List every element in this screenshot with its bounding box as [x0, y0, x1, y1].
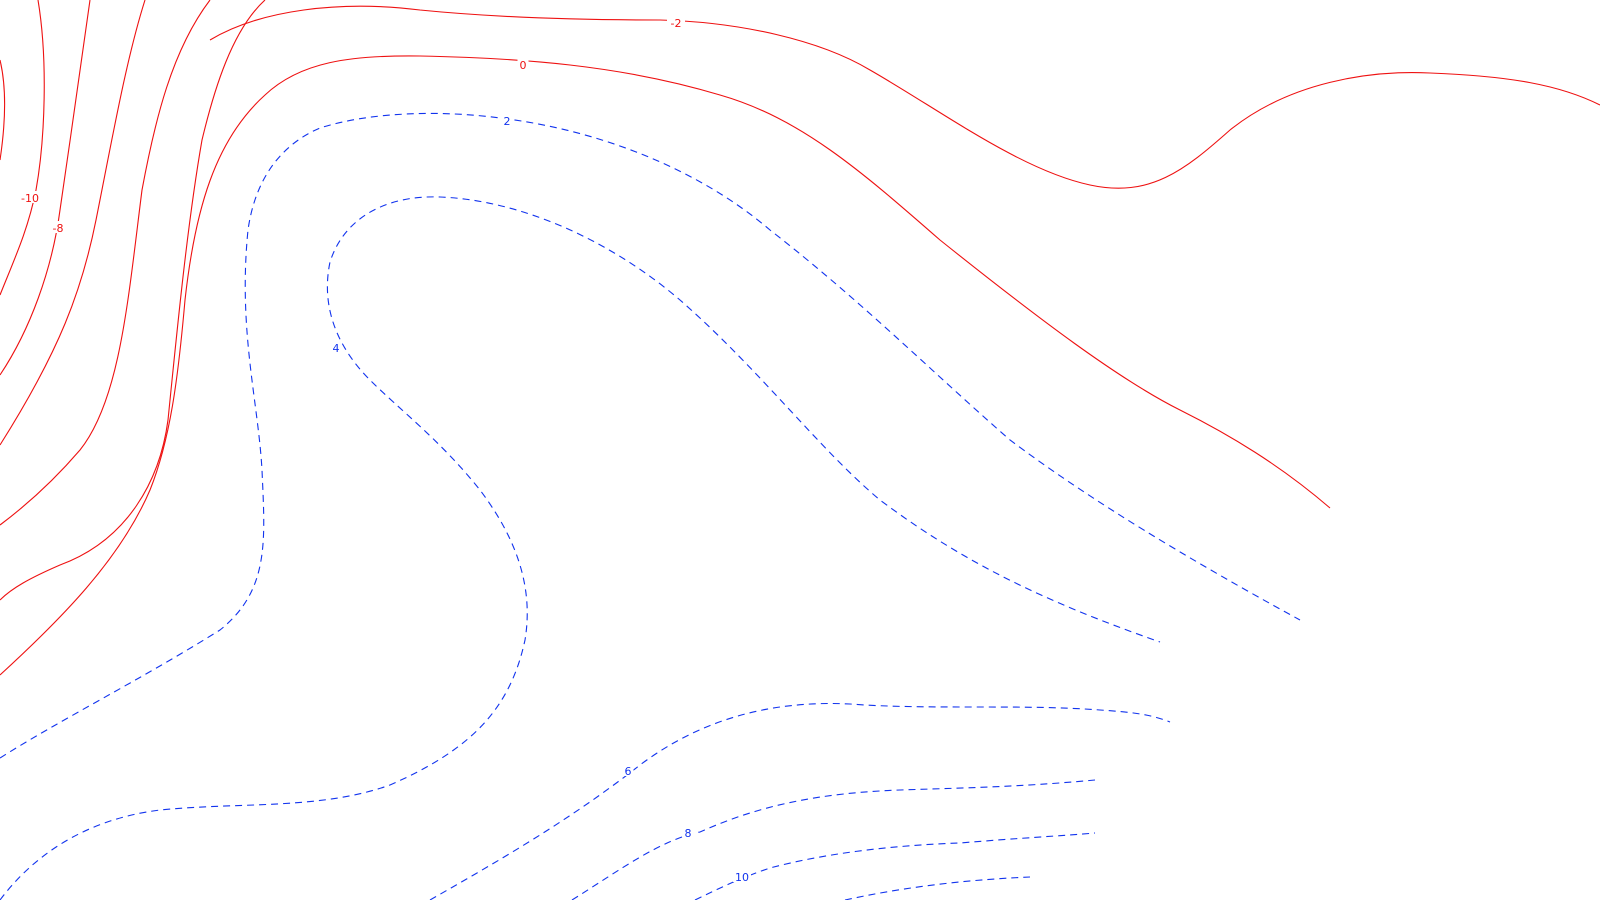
- contour-label-background: [517, 58, 529, 70]
- contour-label-level-6: 6: [625, 765, 632, 778]
- contour-label-level-8: 8: [685, 827, 692, 840]
- contour-label-background: [501, 114, 513, 126]
- contour-label-background: [682, 826, 694, 838]
- contour-line-level-neg6: [0, 0, 211, 526]
- contour-line-level-0: [0, 55, 1331, 676]
- contour-line-level-6: [429, 702, 1171, 900]
- contour-line-level-neg14: [0, 59, 6, 161]
- contour-labels: -10 -8 -2 0 2 4 6 8 10: [17, 16, 751, 884]
- contour-line-level-neg2: [209, 5, 1600, 189]
- contour-line-level-neg4: [0, 0, 266, 601]
- contour-line-level-neg10: [0, 0, 91, 376]
- contour-line-level-4: [0, 196, 1161, 900]
- contour-label-background: [17, 191, 43, 203]
- contour-label-background: [733, 870, 751, 882]
- contour-line-level-10: [694, 832, 1096, 900]
- contour-label-level-neg8: -8: [53, 222, 64, 235]
- contour-label-level-4: 4: [333, 342, 340, 355]
- contour-line-level-8: [571, 779, 1096, 900]
- contour-label-level-neg10: -10: [21, 192, 39, 205]
- contour-line-level-12: [844, 876, 1031, 900]
- contour-line-level-2: [0, 112, 1301, 759]
- contour-label-level-neg2: -2: [671, 17, 682, 30]
- contour-label-level-0: 0: [520, 59, 527, 72]
- contour-label-background: [330, 341, 342, 353]
- contour-label-background: [49, 221, 67, 233]
- contour-label-background: [667, 16, 685, 28]
- contour-line-level-neg8: [0, 0, 146, 446]
- contour-label-background: [622, 764, 634, 776]
- contour-label-level-10: 10: [735, 871, 749, 884]
- contour-line-level-neg12: [0, 0, 45, 296]
- contour-label-level-2: 2: [504, 115, 511, 128]
